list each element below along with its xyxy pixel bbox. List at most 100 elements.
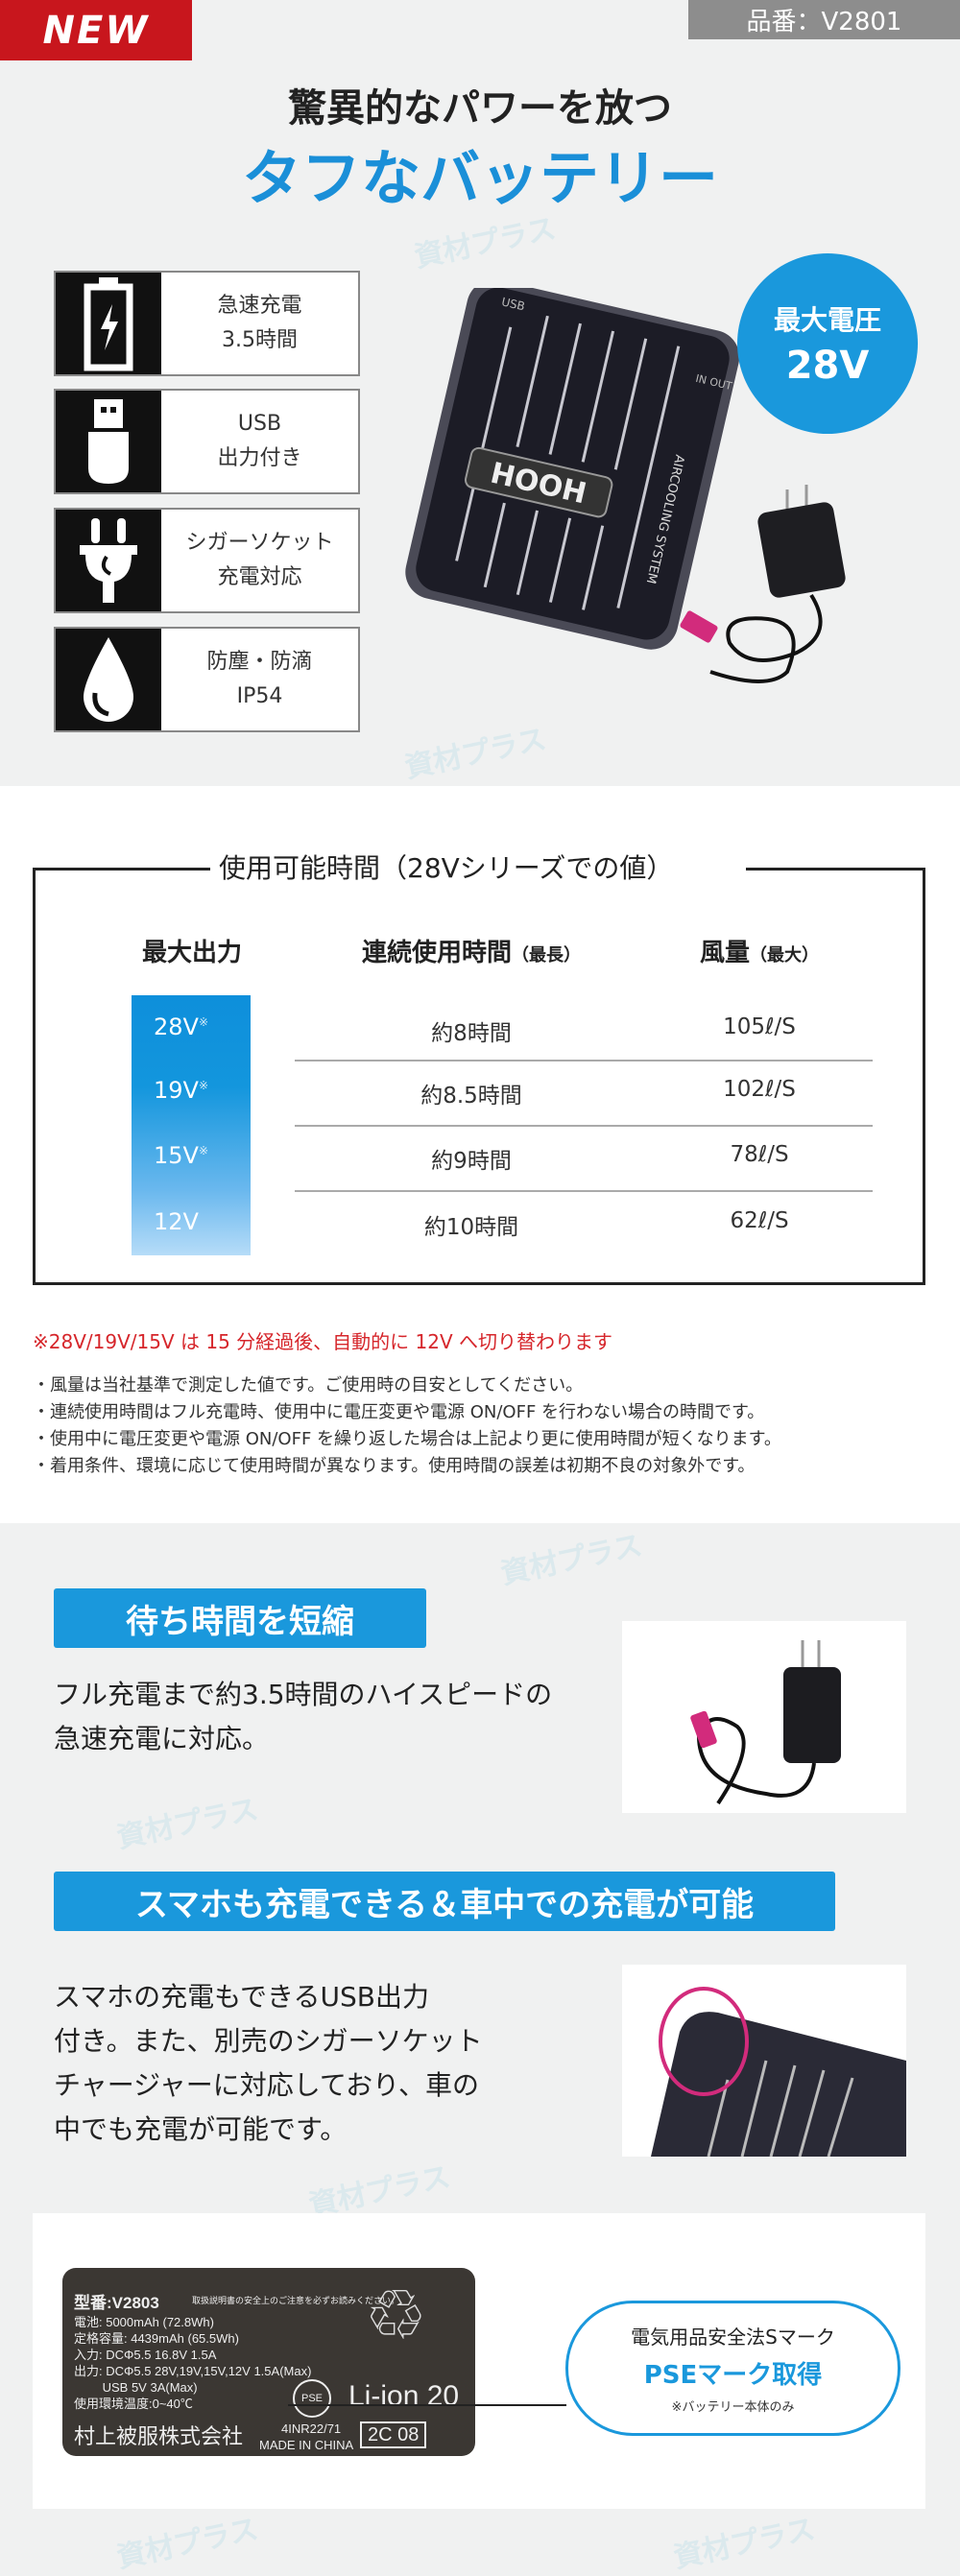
airflow-cell: 78ℓ/S [730,1142,789,1167]
note-item: ・着用条件、環境に応じて使用時間が異なります。使用時間の誤差は初期不良の対象外で… [33,1456,756,1476]
max-voltage-value: 28V [785,344,870,388]
plate-liion: Li-ion 20 [348,2380,460,2412]
pse-callout-line1: 電気用品安全法Sマーク [631,2326,835,2349]
header-sub: （最大） [750,945,820,966]
voltage-gradient-bar [132,995,251,1255]
feature-line: 3.5時間 [222,328,298,352]
description-line: 中でも充電が可能です。 [54,2113,348,2145]
plate-maker: 村上被服株式会社 [74,2424,244,2448]
section-label-usb-car-charge: スマホも充電できる＆車中での充電が可能 [54,1872,835,1931]
header-runtime: 連続使用時間（最長） [362,933,581,968]
runtime-cell: 約9時間 [431,1149,512,1174]
watermark: 資材プラス [113,2512,262,2576]
usb-port-photo [622,1965,906,2157]
rating-plate-photo: 型番:V2803 取扱説明書の安全上のご注意を必ずお読みください。 電池: 50… [62,2268,475,2456]
headline: 驚異的なパワーを放つ [288,86,672,131]
row-divider [295,1190,873,1192]
header-airflow: 風量（最大） [700,933,819,968]
row-divider [295,1125,873,1127]
header-text: 最大出力 [141,939,243,967]
battery-product-image: HOOH AIRCOOLING SYSTEM USB IN OUT [405,288,846,683]
voltage-text: 28V [154,1014,199,1040]
voltage-text: 15V [154,1142,199,1169]
voltage-15v: 15V※ [154,1142,208,1169]
divider [746,868,925,871]
header-max-output: 最大出力 [142,933,242,968]
header-text: 風量 [699,939,751,967]
feature-line: 急速充電 [217,294,302,318]
feature-fast-charge: 急速充電 3.5時間 [54,271,360,376]
row-divider [295,1060,873,1061]
feature-line: 出力付き [217,446,302,470]
voltage-mark: ※ [198,1144,209,1157]
new-badge: NEW [0,0,192,60]
note-item: ・使用中に電圧変更や電源 ON/OFF を繰り返した場合は上記より更に使用時間が… [33,1429,781,1449]
max-voltage-badge: 最大電圧 28V [737,253,918,434]
watermark: 資材プラス [497,1528,646,1592]
usb-icon [56,391,161,492]
plate-lot: 2C 08 [360,2421,427,2448]
pse-mark-icon: PSE [293,2379,331,2418]
description-line: チャージャーに対応しており、車の [54,2069,479,2101]
feature-line: 防塵・防滴 [206,650,313,674]
feature-cigar-socket: シガーソケット 充電対応 [54,508,360,613]
plate-line: USB 5V 3A(Max) [74,2380,198,2395]
charger-photo [622,1621,906,1813]
plate-caution: 取扱説明書の安全上のご注意を必ずお読みください。 [192,2296,400,2305]
voltage-12v: 12V [154,1208,199,1235]
plate-line: 使用環境温度:0~40℃ [74,2397,193,2411]
feature-line: 充電対応 [217,565,302,589]
runtime-cell: 約8.5時間 [420,1084,522,1109]
feature-line: IP54 [236,684,283,708]
description-line: スマホの充電もできるUSB出力 [54,1981,429,2013]
watermark: 資材プラス [113,1792,262,1856]
plate-cell-code: 4INR22/71 [281,2421,342,2436]
airflow-cell: 105ℓ/S [723,1014,796,1039]
note-item: ・連続使用時間はフル充電時、使用中に電圧変更や電源 ON/OFF を行わない場合… [33,1402,765,1422]
runtime-table-title: 使用可能時間（28Vシリーズでの値） [213,847,680,886]
voltage-19v: 19V※ [154,1077,208,1104]
feature-line: USB [237,412,282,436]
plate-line: 電池: 5000mAh (72.8Wh) [74,2315,214,2329]
feature-line: シガーソケット [185,531,334,555]
charger-image [680,485,846,683]
divider [33,868,210,871]
fast-charge-description: フル充電まで約3.5時間のハイスピードの 急速充電に対応。 [54,1673,552,1761]
header-text: 連続使用時間 [361,939,513,967]
voltage-text: 12V [154,1208,199,1235]
voltage-switch-note: ※28V/19V/15V は 15 分経過後、自動的に 12V へ切り替わります [33,1330,612,1353]
feature-usb: USB 出力付き [54,389,360,494]
battery-charging-icon [56,273,161,374]
airflow-cell: 62ℓ/S [730,1208,789,1233]
section-label-fast-charge: 待ち時間を短縮 [54,1588,426,1648]
note-item: ・風量は当社基準で測定した値です。ご使用時の目安としてください。 [33,1375,584,1395]
voltage-mark: ※ [198,1079,209,1092]
plate-line: 定格容量: 4439mAh (65.5Wh) [74,2331,239,2346]
plate-model: 型番:V2803 [74,2294,159,2312]
callout-line [288,2404,566,2406]
airflow-cell: 102ℓ/S [723,1077,796,1102]
plate-line: 出力: DCΦ5.5 28V,19V,15V,12V 1.5A(Max) [74,2364,312,2378]
runtime-cell: 約8時間 [431,1021,512,1046]
description-line: フル充電まで約3.5時間のハイスピードの [54,1679,553,1710]
plate-line: 入力: DCΦ5.5 16.8V 1.5A [74,2348,217,2362]
plate-origin: MADE IN CHINA [259,2438,354,2452]
usb-port-label: USB [500,295,526,313]
feature-dustproof: 防塵・防滴 IP54 [54,627,360,732]
water-drop-icon [56,629,161,730]
header-sub: （最長） [512,945,582,966]
max-voltage-label: 最大電圧 [773,304,881,336]
pse-callout-line2: PSEマーク取得 [643,2361,823,2390]
watermark: 資材プラス [670,2512,819,2576]
runtime-table-frame [33,868,925,1285]
voltage-mark: ※ [198,1015,209,1029]
runtime-cell: 約10時間 [423,1215,519,1240]
recycle-icon: ♲ [365,2278,427,2354]
plug-icon [56,510,161,611]
voltage-28v: 28V※ [154,1014,208,1040]
pse-callout-line3: ※バッテリー本体のみ [671,2400,795,2415]
usb-description: スマホの充電もできるUSB出力付き。また、別売のシガーソケット チャージャーに対応… [54,1975,483,2152]
description-line: 付き。また、別売のシガーソケット [54,2025,483,2057]
description-line: 急速充電に対応。 [54,1723,270,1754]
subheadline: タフなバッテリー [241,143,718,213]
